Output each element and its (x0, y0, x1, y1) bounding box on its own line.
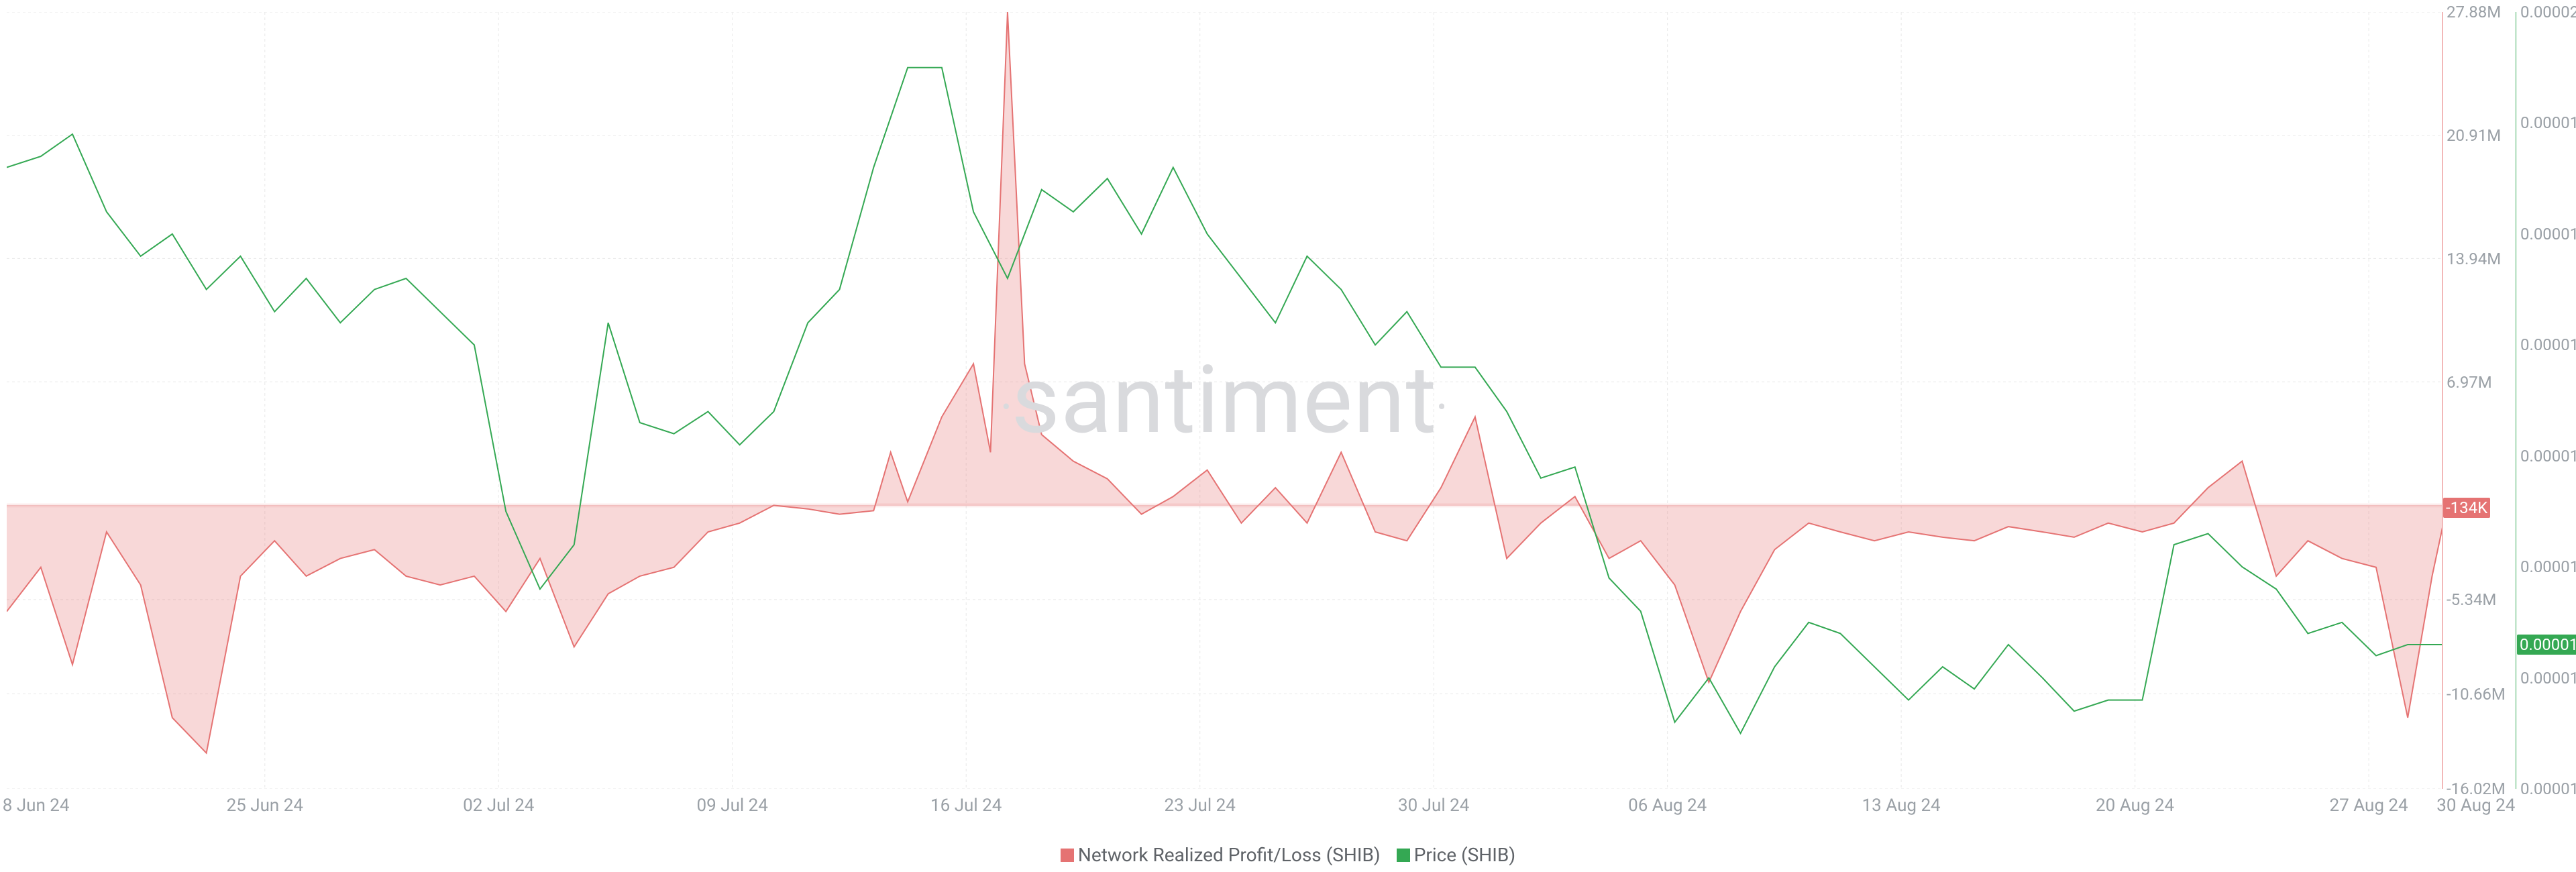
current-value-badge-price: 0.000014 (2517, 635, 2576, 655)
y-right-tick: 0.000013 (2520, 779, 2576, 798)
x-tick: 16 Jul 24 (930, 796, 1002, 816)
y-right-tick: 0.000016 (2520, 447, 2576, 466)
chart-svg (7, 12, 2442, 789)
x-tick: 13 Aug 24 (1862, 796, 1941, 816)
current-value-badge-profit: -134K (2443, 498, 2490, 518)
y-right-tick: 0.000018 (2520, 225, 2576, 243)
y-left-tick: 20.91M (2447, 126, 2501, 145)
x-tick: 18 Jun 24 (0, 796, 69, 816)
legend-label: Price (SHIB) (1414, 844, 1515, 866)
x-tick: 23 Jul 24 (1165, 796, 1236, 816)
y-left-tick: -10.66M (2447, 685, 2506, 704)
legend: Network Realized Profit/Loss (SHIB) Price… (0, 844, 2576, 867)
legend-swatch (1061, 849, 1074, 862)
x-tick: 25 Jun 24 (227, 796, 303, 816)
y-right-tick: 0.000014 (2520, 669, 2576, 688)
y-left-tick: -5.34M (2447, 590, 2496, 609)
x-tick: 02 Jul 24 (463, 796, 534, 816)
x-tick: 06 Aug 24 (1628, 796, 1707, 816)
y-axis-right: 0.000020.0000190.0000180.0000170.0000160… (2516, 12, 2576, 789)
x-tick: 30 Aug 24 (2436, 796, 2515, 816)
legend-swatch (1397, 849, 1410, 862)
x-tick: 27 Aug 24 (2330, 796, 2408, 816)
y-left-tick: 13.94M (2447, 250, 2501, 268)
x-tick: 30 Jul 24 (1398, 796, 1469, 816)
x-tick: 20 Aug 24 (2096, 796, 2174, 816)
y-axis-left: 27.88M20.91M13.94M6.97M-5.34M-10.66M-16.… (2442, 12, 2516, 789)
y-right-tick: 0.00002 (2520, 3, 2576, 21)
legend-item[interactable]: Price (SHIB) (1397, 844, 1515, 866)
legend-label: Network Realized Profit/Loss (SHIB) (1078, 844, 1381, 866)
y-left-tick: 6.97M (2447, 373, 2492, 392)
y-right-tick: 0.000015 (2520, 557, 2576, 576)
plot-area[interactable]: •santiment• (7, 12, 2442, 789)
y-right-tick: 0.000019 (2520, 113, 2576, 132)
y-left-tick: 27.88M (2447, 3, 2501, 21)
chart-container: •santiment• 27.88M 20.91M 13.94M 6.97M -5.34… (0, 0, 2576, 872)
y-right-tick: 0.000017 (2520, 335, 2576, 354)
legend-item[interactable]: Network Realized Profit/Loss (SHIB) (1061, 844, 1381, 866)
x-tick: 09 Jul 24 (697, 796, 768, 816)
